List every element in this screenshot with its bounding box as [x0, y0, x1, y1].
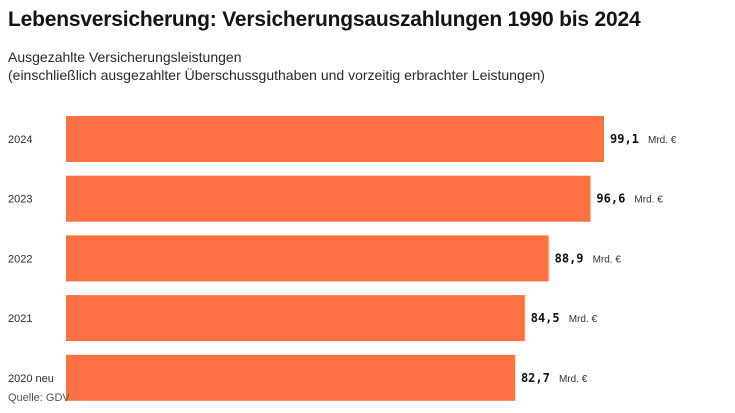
subtitle-line-1: Ausgezahlte Versicherungsleistungen: [8, 49, 242, 65]
data-label: 84,5: [531, 311, 560, 325]
bar: [66, 175, 591, 222]
bar: [66, 354, 515, 401]
source-note: Quelle: GDV: [8, 392, 70, 404]
chart-subtitle: Ausgezahlte Versicherungsleistungen (ein…: [8, 48, 545, 84]
data-label: 88,9: [555, 251, 584, 265]
unit-label: Mrd. €: [569, 314, 598, 325]
category-label: 2023: [8, 194, 32, 206]
data-label: 96,6: [596, 192, 625, 206]
category-label: 2024: [8, 134, 32, 146]
unit-label: Mrd. €: [634, 195, 663, 206]
data-label: 99,1: [610, 132, 639, 146]
category-label: 2021: [8, 313, 32, 325]
data-label: 82,7: [521, 371, 550, 385]
category-label: 2020 neu: [8, 373, 54, 385]
unit-label: Mrd. €: [593, 254, 622, 265]
unit-label: Mrd. €: [648, 135, 677, 146]
chart-title: Lebensversicherung: Versicherungsauszahl…: [8, 8, 641, 31]
bar: [66, 116, 604, 162]
category-label: 2022: [8, 253, 32, 265]
subtitle-line-2: (einschließlich ausgezahlter Überschussg…: [8, 67, 545, 83]
bar: [66, 295, 525, 342]
bar: [66, 235, 549, 282]
unit-label: Mrd. €: [559, 374, 588, 385]
